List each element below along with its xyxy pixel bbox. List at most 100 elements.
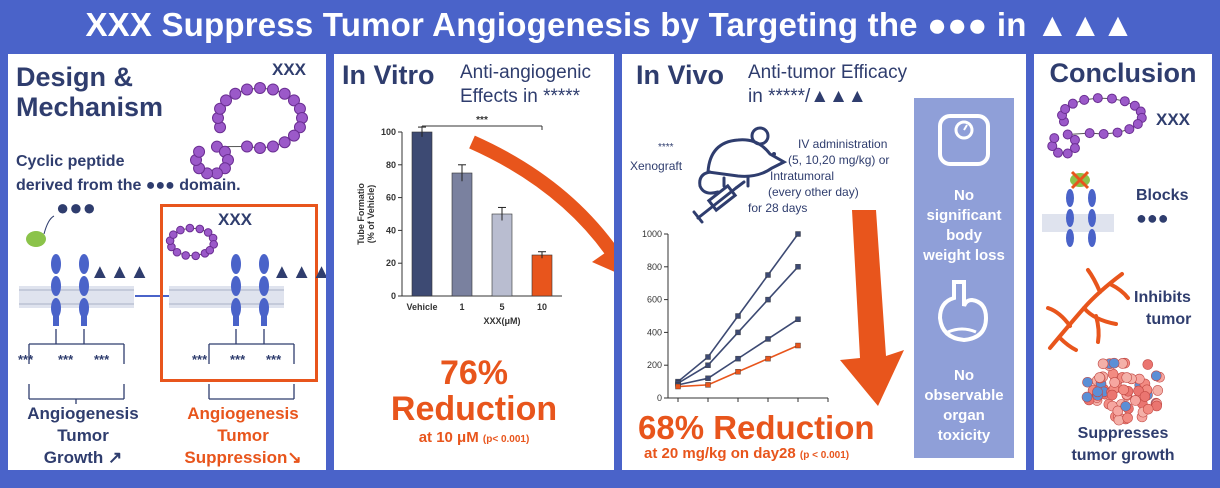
peptide-bead	[241, 140, 254, 153]
tumor-cell	[1109, 377, 1120, 388]
main-title: XXX Suppress Tumor Angiogenesis by Targe…	[85, 6, 1135, 43]
series-point	[735, 329, 741, 336]
tumor-cell	[1150, 370, 1162, 382]
xenograft-stars: ****	[658, 142, 674, 153]
tumor-cell	[1139, 391, 1151, 402]
peptide-bead	[181, 251, 191, 260]
peptide-bead	[229, 87, 242, 100]
peptide-bead	[278, 87, 291, 100]
invivo-subtitle-1: Anti-tumor Efficacy	[748, 62, 908, 83]
peptide-bead	[1106, 93, 1117, 104]
invitro-pvalue: (p< 0.001)	[482, 434, 530, 445]
tube-formation-bar-chart: 0 20 40 60 80 100 Vehicle 1 5 10 XXX(μM) Tube Forma…	[356, 115, 614, 326]
tumor-cell	[1106, 389, 1118, 401]
design-heading-1: Design &	[16, 62, 134, 92]
receptor-diagram-left	[19, 215, 134, 404]
stomach-icon	[937, 280, 989, 343]
peptide-bead	[241, 83, 254, 96]
peptide-bead	[185, 223, 195, 233]
conclusion-peptide-label: XXX	[1156, 110, 1191, 129]
peptide-bead	[1124, 124, 1135, 135]
admin-line-5: for 28 days	[748, 201, 808, 215]
mouse-injection-icon	[692, 126, 788, 224]
line-y-tick-label: 0	[657, 393, 662, 403]
weight-scale-icon	[938, 114, 990, 166]
peptide-bead	[205, 245, 215, 255]
tumor-cell	[1082, 376, 1093, 388]
side-text2-1: No	[954, 367, 974, 384]
invivo-dose: at 20 mg/kg on day28	[644, 445, 796, 462]
series-point	[705, 382, 711, 388]
series-point	[795, 342, 801, 349]
right-outcome-1: Angiogenesis	[187, 404, 299, 423]
tumor-cell	[1130, 395, 1141, 406]
peptide-bead	[1112, 127, 1123, 138]
left-outcome-3: Growth ↗	[43, 448, 123, 467]
series-point	[735, 355, 741, 362]
series-point	[795, 316, 801, 322]
invitro-subtitle-2: Effects in *****	[460, 86, 581, 107]
tumor-cell	[1092, 386, 1103, 398]
side-text1-3: body	[946, 227, 982, 244]
tumor-cell	[1142, 403, 1154, 415]
peptide-bead	[254, 142, 266, 154]
peptide-bead	[1092, 93, 1103, 104]
bar-y-tick-label: 100	[381, 127, 396, 137]
invivo-detail: at 20 mg/kg on day28 (p < 0.001)	[644, 446, 849, 464]
bar-x-axis-label: XXX(μM)	[483, 316, 520, 326]
stars-right-2: ***	[230, 352, 246, 367]
significance-label: ***	[476, 115, 488, 126]
left-outcome-2: Tumor	[57, 426, 109, 445]
invitro-panel: In Vitro Anti-angiogenic Effects in ****…	[334, 54, 614, 470]
side-text2-4: toxicity	[937, 427, 991, 444]
bar-category-label: 5	[499, 302, 504, 312]
series-point	[735, 369, 741, 375]
line-y-tick-label: 600	[647, 295, 662, 305]
peptide-bead	[1067, 98, 1078, 109]
series-point	[705, 375, 711, 382]
tumor-cell	[1097, 358, 1109, 370]
receptor-label-left: ▲▲▲	[90, 261, 150, 283]
series-point	[735, 313, 741, 319]
conclusion-heading: Conclusion	[1049, 58, 1197, 88]
series-point	[765, 272, 771, 278]
series-point	[795, 264, 801, 270]
side-text2-3: organ	[943, 407, 985, 424]
peptide-bead	[278, 136, 291, 149]
safety-box	[914, 98, 1014, 458]
peptide-bead	[209, 240, 218, 249]
tumor-cell	[1152, 385, 1164, 396]
peptide-bead	[220, 94, 233, 107]
xenograft-label: Xenograft	[630, 159, 683, 173]
bar-y-tick-label: 0	[391, 291, 396, 301]
inhibits-line-2: tumor	[1146, 311, 1192, 328]
bar	[411, 131, 433, 297]
design-panel: Design & Mechanism XXX Cyclic peptide de…	[8, 54, 326, 470]
invivo-pvalue: (p < 0.001)	[799, 450, 850, 461]
peptide-bead	[203, 228, 213, 237]
line-y-tick-label: 200	[647, 360, 662, 370]
tumor-cell	[1108, 357, 1120, 369]
peptide-bead	[172, 247, 182, 257]
bar-y-tick-label: 40	[386, 225, 396, 235]
tumor-cell	[1094, 372, 1105, 383]
peptide-bead	[1062, 129, 1073, 140]
series-point	[765, 296, 771, 303]
bar	[451, 172, 473, 297]
peptide-bead	[1062, 148, 1073, 159]
bar-y-tick-label: 80	[386, 160, 396, 170]
design-description-1: Cyclic peptide	[16, 153, 125, 170]
bar-category-label: Vehicle	[406, 302, 437, 312]
conclusion-peptide-icon	[1047, 93, 1147, 159]
side-text2-2: observable	[924, 387, 1004, 404]
invivo-heading: In Vivo	[636, 60, 725, 90]
invitro-dose: at 10 μM	[418, 429, 479, 446]
bar-y-tick-label: 20	[386, 258, 396, 268]
side-text1-1: No	[954, 187, 974, 204]
design-heading-2: Mechanism	[16, 92, 164, 122]
peptide-bead	[1129, 100, 1140, 111]
peptide-bead	[176, 225, 185, 235]
peptide-bead	[266, 140, 279, 153]
stars-right-1: ***	[192, 352, 208, 367]
suppress-line-2: tumor growth	[1071, 447, 1175, 464]
